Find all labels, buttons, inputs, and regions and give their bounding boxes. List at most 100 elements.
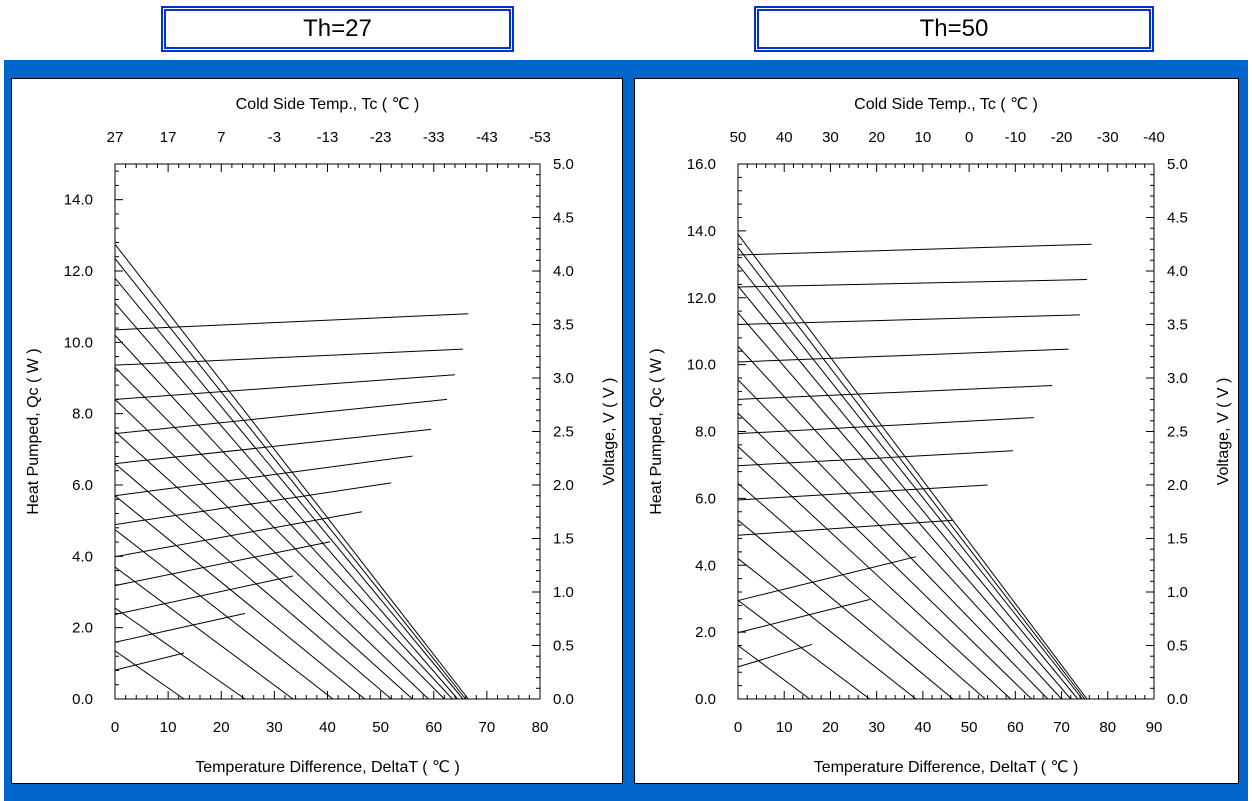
x-tick-label: 50	[961, 719, 978, 736]
y2-tick-label: 0.0	[1167, 691, 1188, 708]
voltage-series-line	[737, 519, 953, 536]
qc-series-line	[114, 334, 453, 700]
y2-tick-label: 2.0	[1167, 477, 1188, 494]
y2-tick-label: 5.0	[1167, 156, 1188, 173]
x-tick-label: 20	[822, 719, 839, 736]
x-tick-label: 60	[1007, 719, 1024, 736]
qc-series-line	[737, 247, 1086, 700]
voltage-series-line	[114, 511, 363, 558]
chart-th50: 0 10 20 30 40 50 60 70 80 90 50 40 30 20 10 0 -10 -20 -30 -…	[648, 96, 1232, 776]
qc-series-line	[114, 399, 429, 700]
voltage-series-line	[737, 314, 1081, 325]
voltage-series-line	[114, 455, 413, 497]
qc-series-line	[737, 312, 1072, 700]
x2-tick-label: -3	[268, 129, 281, 146]
y-tick-label: 8.0	[695, 424, 716, 441]
voltage-series-line	[737, 450, 1014, 467]
qc-series-line	[737, 379, 1049, 700]
y2-tick-label: 4.0	[553, 263, 574, 280]
qc-series-line	[737, 233, 1088, 700]
y2-tick-label: 1.0	[1167, 584, 1188, 601]
y2-tick-label: 4.0	[1167, 263, 1188, 280]
qc-series-line	[114, 243, 469, 700]
y2-tick-label: 4.5	[1167, 210, 1188, 227]
voltage-series-line	[114, 348, 463, 366]
y2-tick-label: 2.0	[553, 477, 574, 494]
voltage-series-line	[737, 348, 1069, 363]
y-tick-label: 14.0	[64, 192, 93, 209]
x2-tick-label: 40	[776, 129, 793, 146]
qc-series-line	[737, 558, 917, 700]
y-tick-label: 0.0	[72, 691, 93, 708]
qc-series-line	[114, 302, 459, 700]
x2-axis-label: Cold Side Temp., Tc ( ℃ )	[236, 96, 420, 113]
chart-panel-th27: 0 10 20 30 40 50 60 70 80 27 17 7 -3 -13 -23 -33 -43 -53 0…	[11, 78, 623, 784]
y2-tick-label: 0.0	[553, 691, 574, 708]
y2-tick-label: 2.5	[553, 424, 574, 441]
x-tick-label: 0	[111, 719, 119, 736]
x-tick-label: 30	[868, 719, 885, 736]
chart-th27: 0 10 20 30 40 50 60 70 80 27 17 7 -3 -13 -23 -33 -43 -53 0…	[25, 96, 618, 776]
y-tick-label: 4.0	[695, 557, 716, 574]
x2-tick-label: -53	[529, 129, 551, 146]
voltage-series-line	[737, 643, 813, 668]
x-axis-label: Temperature Difference, DeltaT ( ℃ )	[814, 759, 1079, 776]
y2-tick-label: 0.5	[1167, 638, 1188, 655]
x-tick-label: 40	[915, 719, 932, 736]
y-tick-label: 10.0	[687, 357, 716, 374]
x2-tick-label: 10	[915, 129, 932, 146]
x-tick-label: 70	[479, 719, 496, 736]
qc-series-line	[737, 482, 986, 700]
y-tick-label: 0.0	[695, 691, 716, 708]
x2-tick-label: 0	[965, 129, 973, 146]
y2-tick-label: 3.5	[553, 317, 574, 334]
y2-tick-label: 4.5	[553, 210, 574, 227]
x2-tick-label: -10	[1004, 129, 1026, 146]
voltage-series-line	[114, 612, 246, 643]
y2-axis-label: Voltage, V ( V )	[601, 378, 618, 486]
chart-title-th50: Th=50	[754, 6, 1154, 52]
qc-series-line	[114, 431, 413, 700]
x2-tick-label: 27	[107, 129, 124, 146]
voltage-series-line	[737, 556, 917, 602]
voltage-series-line	[114, 428, 432, 465]
voltage-series-line	[737, 279, 1087, 288]
x-tick-label: 70	[1053, 719, 1070, 736]
x2-tick-label: -43	[476, 129, 498, 146]
qc-series-line	[737, 645, 810, 700]
x-tick-label: 0	[734, 719, 742, 736]
qc-series-line	[737, 345, 1062, 700]
y-tick-label: 2.0	[695, 624, 716, 641]
x2-axis-label: Cold Side Temp., Tc ( ℃ )	[854, 96, 1038, 113]
x-tick-label: 90	[1146, 719, 1163, 736]
x2-tick-label: 20	[868, 129, 885, 146]
x-tick-label: 10	[160, 719, 177, 736]
x2-tick-label: -40	[1143, 129, 1165, 146]
qc-series-line	[114, 366, 445, 700]
qc-series-line	[737, 519, 954, 700]
voltage-series-line	[737, 243, 1092, 256]
x2-tick-label: 50	[730, 129, 747, 146]
x2-tick-label: 30	[822, 129, 839, 146]
qc-series-line	[114, 463, 392, 700]
x2-tick-label: -20	[1051, 129, 1073, 146]
y-tick-label: 6.0	[72, 477, 93, 494]
y-tick-label: 4.0	[72, 548, 93, 565]
y-tick-label: 14.0	[687, 223, 716, 240]
qc-series-line	[114, 495, 366, 700]
x2-tick-label: -33	[423, 129, 445, 146]
y-axis-label: Heat Pumped, Qc ( W )	[648, 348, 665, 514]
x-axis-label: Temperature Difference, DeltaT ( ℃ )	[195, 759, 460, 776]
voltage-series-line	[114, 575, 294, 615]
x-tick-label: 80	[532, 719, 549, 736]
qc-series-line	[737, 599, 871, 700]
y-tick-label: 8.0	[72, 406, 93, 423]
x2-tick-label: -13	[317, 129, 339, 146]
y2-tick-label: 2.5	[1167, 424, 1188, 441]
y2-tick-label: 3.5	[1167, 317, 1188, 334]
y2-axis-label: Voltage, V ( V )	[1215, 378, 1232, 486]
x-tick-label: 10	[776, 719, 793, 736]
voltage-series-line	[737, 484, 988, 501]
voltage-series-line	[114, 652, 185, 671]
x-tick-label: 30	[266, 719, 283, 736]
